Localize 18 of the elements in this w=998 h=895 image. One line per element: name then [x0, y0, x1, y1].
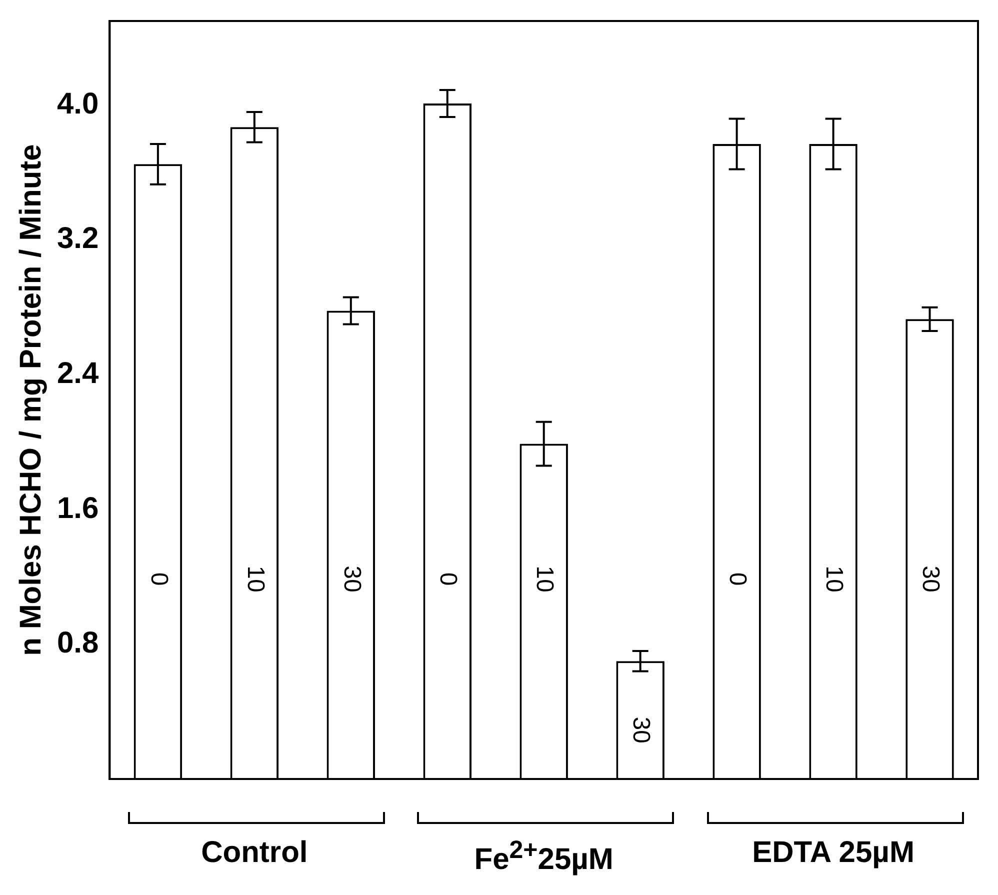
text: Fe$^{2+}$25µM	[474, 836, 614, 877]
y-tick-label: 4.0	[56, 87, 99, 120]
x-tick-label: 30	[917, 566, 944, 592]
text: EDTA 25µM	[752, 836, 914, 870]
text: Control	[201, 836, 308, 870]
y-tick-label: 3.2	[56, 222, 99, 256]
x-tick-label: 10	[242, 566, 269, 592]
y-tick-label: 1.6	[56, 492, 99, 525]
x-tick-label: 30	[628, 716, 655, 744]
y-tick-label: 2.4	[56, 357, 100, 390]
x-tick-label: 0	[434, 572, 462, 586]
x-tick-label: 0	[724, 572, 752, 586]
y-axis-title: n Moles HCHO / mg Protein / Minute	[14, 144, 48, 656]
x-tick-label: 30	[338, 566, 366, 592]
x-tick-label: 0	[145, 572, 172, 586]
y-tick-label: 0.8	[56, 626, 99, 660]
x-tick-label: 10	[531, 566, 558, 592]
x-tick-label: 10	[820, 566, 848, 592]
